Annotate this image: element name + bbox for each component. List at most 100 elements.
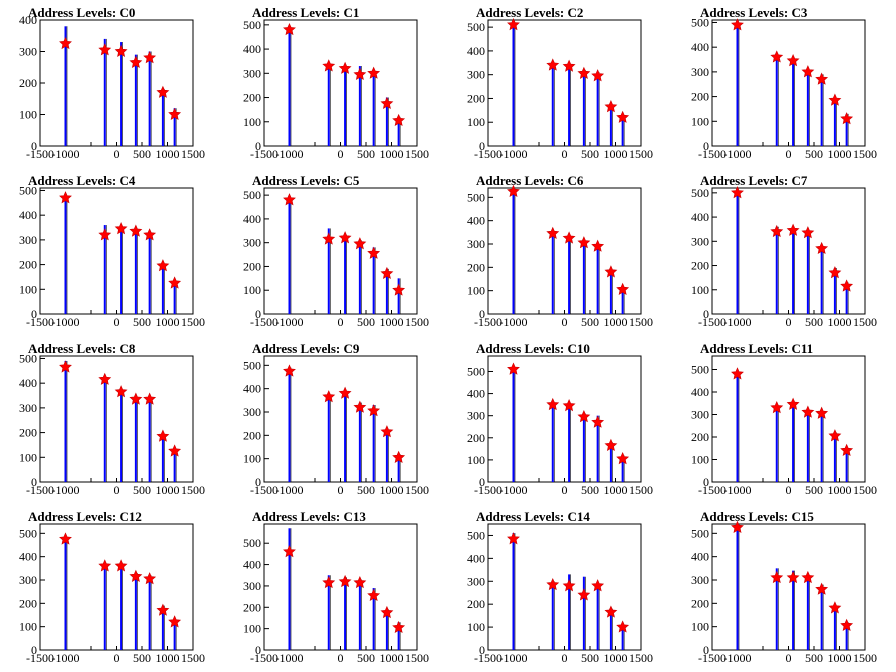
- x-tick-label: 500: [133, 315, 151, 329]
- panel-title: Address Levels: C9: [252, 341, 360, 356]
- y-tick-label: 500: [243, 18, 261, 32]
- peak-marker: [59, 532, 72, 545]
- peak-marker: [168, 107, 182, 120]
- histogram-bar: [845, 622, 848, 650]
- y-tick-label: 0: [31, 307, 37, 321]
- panel-title: Address Levels: C3: [700, 5, 808, 20]
- histogram-bar: [397, 622, 400, 650]
- y-tick-label: 0: [255, 475, 261, 489]
- y-tick-label: 100: [19, 282, 37, 296]
- histogram-bar: [148, 398, 151, 482]
- x-tick-label: 0: [114, 315, 120, 329]
- panel-title: Address Levels: C2: [476, 5, 583, 20]
- y-tick-label: 400: [467, 387, 485, 401]
- peak-marker: [129, 55, 143, 68]
- panel-title: Address Levels: C13: [252, 509, 366, 524]
- y-tick-label: 300: [19, 401, 37, 415]
- x-tick-label: -1000: [276, 651, 304, 665]
- peak-marker: [392, 113, 406, 127]
- histogram-bar: [358, 240, 361, 314]
- panel-title: Address Levels: C4: [28, 173, 136, 188]
- chart-panel: Address Levels: C8 0 100 200 300 400 500 -1500-…: [19, 341, 205, 497]
- peak-marker: [168, 615, 182, 628]
- histogram-bar: [385, 268, 388, 314]
- peak-marker: [338, 386, 352, 399]
- x-tick-label: 1000: [828, 147, 852, 161]
- y-tick-label: 400: [467, 214, 485, 228]
- histogram-bar: [134, 54, 137, 146]
- plot-frame: [263, 523, 418, 651]
- histogram-bar: [792, 229, 795, 314]
- y-tick-label: 0: [703, 643, 709, 657]
- peak-marker: [591, 239, 605, 252]
- x-tick-label: 0: [786, 147, 792, 161]
- x-tick-label: -1000: [276, 315, 304, 329]
- y-tick-label: 300: [691, 408, 709, 422]
- y-tick-label: 0: [255, 307, 261, 321]
- x-tick-label: -1500: [250, 483, 278, 497]
- peak-marker: [380, 266, 394, 280]
- y-tick-label: 100: [19, 620, 37, 634]
- y-tick-label: 100: [243, 622, 261, 636]
- x-tick-label: -1500: [698, 483, 726, 497]
- y-tick-label: 400: [243, 212, 261, 226]
- y-tick-label: 300: [243, 66, 261, 80]
- histogram-bar: [551, 65, 554, 146]
- x-tick-label: 1500: [853, 483, 877, 497]
- peak-marker: [322, 232, 336, 245]
- y-tick-label: 0: [479, 475, 485, 489]
- chart-panel: Address Levels: C15 0 100 200 300 400 500 -1500…: [691, 509, 877, 665]
- peak-marker: [392, 283, 406, 296]
- x-tick-label: 1000: [604, 147, 628, 161]
- histogram-bar: [372, 70, 375, 146]
- plot-frame: [39, 19, 194, 147]
- y-tick-label: 100: [467, 453, 485, 467]
- peak-marker: [380, 96, 394, 110]
- chart-panel: Address Levels: C9 0 100 200 300 400 500 -1500-…: [243, 341, 429, 497]
- y-tick-label: 0: [255, 643, 261, 657]
- histogram-bar: [792, 403, 795, 482]
- peak-marker: [114, 222, 128, 235]
- x-tick-label: 1000: [604, 483, 628, 497]
- chart-panel: Address Levels: C12 0 100 200 300 400 500 -1500…: [19, 509, 205, 665]
- panel-title: Address Levels: C15: [700, 509, 814, 524]
- x-tick-label: -1500: [250, 651, 278, 665]
- histogram-bar: [344, 391, 347, 482]
- x-tick-label: -1500: [474, 147, 502, 161]
- x-tick-label: 0: [786, 315, 792, 329]
- y-tick-label: 0: [31, 139, 37, 153]
- panel-title: Address Levels: C8: [28, 341, 136, 356]
- peak-marker: [338, 61, 352, 74]
- peak-marker: [801, 65, 815, 78]
- panel-title: Address Levels: C10: [476, 341, 590, 356]
- y-tick-label: 300: [467, 68, 485, 82]
- x-tick-label: 500: [133, 651, 151, 665]
- x-tick-label: 0: [562, 315, 568, 329]
- histogram-bar: [582, 413, 585, 482]
- chart-panel: Address Levels: C1 0 100 200 300 400 500 -1500-…: [243, 5, 429, 161]
- peak-marker: [114, 385, 128, 398]
- x-tick-label: -1000: [500, 651, 528, 665]
- y-tick-label: 300: [691, 573, 709, 587]
- peak-marker: [322, 390, 336, 403]
- histogram-bar: [736, 192, 739, 314]
- histogram-bar: [551, 402, 554, 482]
- histogram-bar: [288, 197, 291, 314]
- x-tick-label: 1500: [629, 483, 653, 497]
- histogram-bar: [596, 415, 599, 482]
- histogram-bar: [148, 575, 151, 650]
- x-tick-label: 0: [338, 315, 344, 329]
- y-tick-label: 200: [691, 90, 709, 104]
- x-tick-label: -1000: [500, 315, 528, 329]
- x-tick-label: 1500: [181, 483, 205, 497]
- y-tick-label: 100: [691, 620, 709, 634]
- y-tick-label: 300: [243, 236, 261, 250]
- histogram-bar: [806, 575, 809, 650]
- peak-marker: [546, 577, 560, 591]
- y-tick-label: 500: [467, 20, 485, 34]
- y-tick-label: 0: [255, 139, 261, 153]
- x-tick-label: 500: [581, 651, 599, 665]
- y-tick-label: 400: [243, 382, 261, 396]
- histogram-bar: [134, 230, 137, 314]
- histogram-bar: [120, 227, 123, 314]
